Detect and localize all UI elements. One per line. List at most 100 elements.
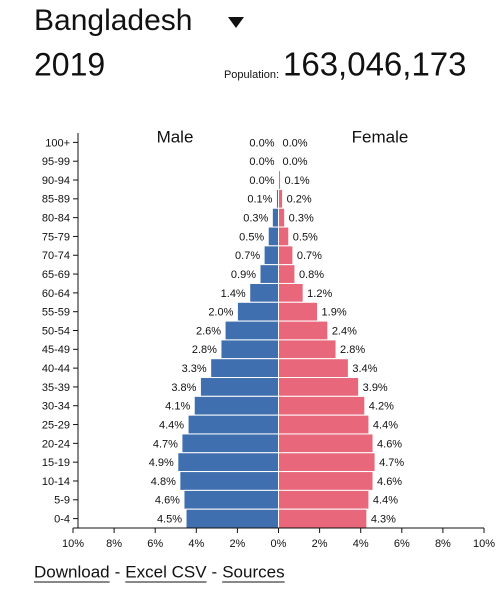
x-tick-label: 6% <box>147 538 163 550</box>
value-label: 2.8% <box>340 344 365 356</box>
value-label: 0.0% <box>249 137 274 149</box>
y-tick-label: 85-89 <box>42 194 70 206</box>
value-label: 4.5% <box>157 514 182 526</box>
y-tick-label: 10-14 <box>42 476 70 488</box>
value-label: 2.0% <box>208 307 233 319</box>
value-label: 3.8% <box>171 382 196 394</box>
value-label: 4.6% <box>155 495 180 507</box>
dropdown-arrow[interactable] <box>228 17 244 28</box>
bar <box>271 207 279 228</box>
bar <box>278 395 366 416</box>
bar <box>278 320 329 341</box>
value-label: 0.3% <box>243 213 268 225</box>
bar <box>263 245 279 266</box>
bar <box>278 264 296 284</box>
value-label: 0.0% <box>283 137 308 149</box>
bar <box>278 226 290 247</box>
y-tick-label: 20-24 <box>42 438 70 450</box>
y-tick-label: 95-99 <box>42 156 70 168</box>
bar <box>278 433 374 454</box>
bar <box>278 377 360 397</box>
y-tick-label: 50-54 <box>42 325 70 337</box>
x-tick-label: 10% <box>473 538 495 550</box>
value-label: 0.5% <box>239 231 264 243</box>
bar <box>278 414 370 435</box>
x-tick-label: 0% <box>271 538 287 550</box>
y-tick-label: 65-69 <box>42 269 70 281</box>
value-label: 1.9% <box>322 307 347 319</box>
bar <box>193 395 279 416</box>
population: 163,046,173 <box>283 46 467 83</box>
chart-title[interactable]: Bangladesh <box>34 4 192 37</box>
bar <box>181 433 279 454</box>
separator: - <box>115 562 121 581</box>
value-label: 4.8% <box>151 476 176 488</box>
bar <box>249 282 279 303</box>
bar <box>278 188 284 209</box>
value-label: 0.1% <box>285 175 310 187</box>
value-label: 4.7% <box>153 438 178 450</box>
y-tick-label: 60-64 <box>42 288 70 300</box>
country-selector[interactable]: Bangladesh <box>34 4 244 37</box>
x-tick-label: 8% <box>435 538 451 550</box>
value-label: 4.4% <box>159 419 184 431</box>
link[interactable]: Excel CSV <box>125 562 207 581</box>
bar <box>179 471 279 491</box>
x-tick-label: 10% <box>62 538 84 550</box>
y-tick-label: 45-49 <box>42 344 70 356</box>
y-tick-label: 35-39 <box>42 382 70 394</box>
value-label: 0.5% <box>293 231 318 243</box>
population-label: Population: <box>224 69 279 81</box>
value-label: 3.9% <box>363 382 388 394</box>
separator: - <box>212 562 218 581</box>
bar <box>278 245 294 266</box>
bar <box>236 301 279 322</box>
bar <box>278 358 349 379</box>
y-tick-label: 25-29 <box>42 419 70 431</box>
value-label: 4.1% <box>165 401 190 413</box>
value-label: 4.4% <box>373 495 398 507</box>
bar <box>185 508 279 529</box>
right-label: Female <box>352 127 409 146</box>
value-label: 2.6% <box>196 325 221 337</box>
value-label: 0.0% <box>249 175 274 187</box>
value-label: 0.7% <box>235 250 260 262</box>
bar <box>259 264 280 284</box>
bar <box>199 377 279 397</box>
bar <box>278 170 282 190</box>
value-label: 0.0% <box>283 156 308 168</box>
x-tick-label: 8% <box>106 538 122 550</box>
y-tick-label: 15-19 <box>42 457 70 469</box>
y-tick-label: 90-94 <box>42 175 70 187</box>
x-tick-label: 2% <box>312 538 328 550</box>
value-label: 4.9% <box>149 457 174 469</box>
x-tick-label: 6% <box>394 538 410 550</box>
value-label: 1.4% <box>221 288 246 300</box>
value-label: 4.2% <box>369 401 394 413</box>
y-tick-label: 55-59 <box>42 307 70 319</box>
y-tick-label: 40-44 <box>42 363 70 375</box>
link[interactable]: Sources <box>222 562 284 581</box>
value-label: 0.1% <box>247 194 272 206</box>
value-label: 4.7% <box>379 457 404 469</box>
link[interactable]: Download <box>34 562 110 581</box>
bar <box>278 301 319 322</box>
value-label: 4.6% <box>377 438 402 450</box>
bar <box>278 339 337 360</box>
value-label: 0.2% <box>287 194 312 206</box>
value-label: 0.9% <box>231 269 256 281</box>
value-label: 3.3% <box>182 363 207 375</box>
value-label: 4.4% <box>373 419 398 431</box>
value-label: 0.7% <box>297 250 322 262</box>
bar <box>187 414 279 435</box>
bar <box>220 339 280 360</box>
y-tick-label: 75-79 <box>42 231 70 243</box>
bar <box>278 207 286 228</box>
x-tick-label: 2% <box>229 538 245 550</box>
value-label: 0.8% <box>299 269 324 281</box>
year: 2019 <box>34 46 105 82</box>
left-label: Male <box>157 127 194 146</box>
bar <box>278 471 374 491</box>
